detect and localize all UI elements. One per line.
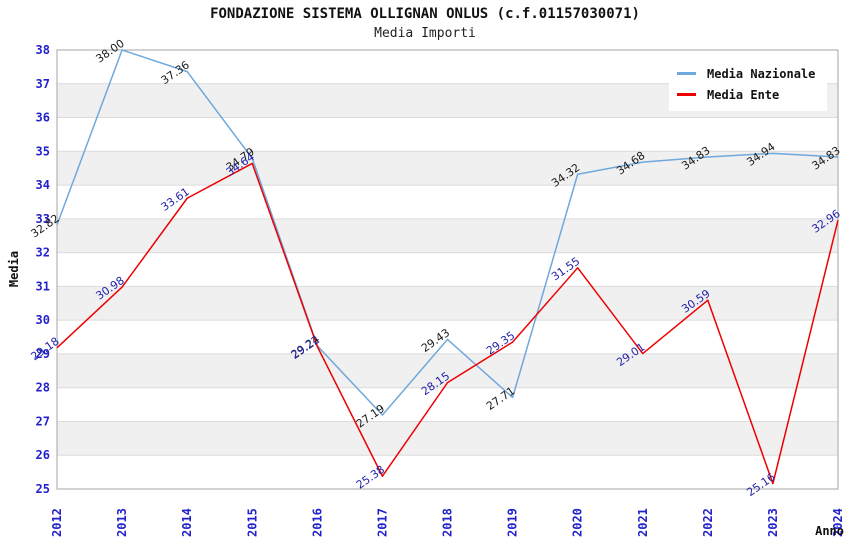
x-axis-title: Anno xyxy=(815,524,844,538)
y-tick-label: 31 xyxy=(36,279,50,293)
legend-swatch-media-nazionale xyxy=(677,72,696,75)
plot-band xyxy=(57,218,838,253)
point-label: 25.38 xyxy=(354,463,387,492)
x-tick-label: 2021 xyxy=(636,508,650,537)
y-tick-label: 29 xyxy=(36,347,50,361)
y-tick-label: 38 xyxy=(36,43,50,57)
point-label: 27.71 xyxy=(484,384,517,413)
y-tick-label: 34 xyxy=(36,178,50,192)
plot-border xyxy=(56,49,839,490)
x-tick-label: 2018 xyxy=(441,508,455,537)
y-tick-label: 37 xyxy=(36,77,50,91)
y-tick-label: 30 xyxy=(36,313,50,327)
x-tick-label: 2012 xyxy=(50,508,64,537)
x-tick-label: 2019 xyxy=(506,508,520,537)
point-label: 29.35 xyxy=(484,329,517,358)
series-line-media-ente xyxy=(56,162,839,485)
x-tick-label: 2024 xyxy=(831,508,845,537)
y-tick-label: 27 xyxy=(36,414,50,428)
y-tick-label: 35 xyxy=(36,144,50,158)
y-tick-label: 25 xyxy=(36,482,50,496)
point-label: 25.16 xyxy=(744,470,777,499)
x-tick-label: 2013 xyxy=(115,508,129,537)
y-tick-label: 33 xyxy=(36,212,50,226)
y-tick-label: 32 xyxy=(36,246,50,260)
plot-band xyxy=(57,286,838,321)
chart-title: FONDAZIONE SISTEMA OLLIGNAN ONLUS (c.f.0… xyxy=(210,6,640,22)
y-tick-label: 28 xyxy=(36,381,50,395)
legend-swatch-media-ente xyxy=(677,93,696,96)
chart-subtitle: Media Importi xyxy=(374,26,476,41)
x-tick-label: 2017 xyxy=(375,508,389,537)
y-tick-label: 36 xyxy=(36,111,50,125)
y-axis-title: Media xyxy=(7,250,21,288)
plot-band xyxy=(57,421,838,456)
x-tick-label: 2022 xyxy=(701,508,715,537)
legend-label: Media Ente xyxy=(707,87,780,102)
point-label: 37.36 xyxy=(159,58,192,87)
legend-item-media-ente: Media Ente xyxy=(677,84,815,105)
legend-item-media-nazionale: Media Nazionale xyxy=(677,63,815,84)
x-tick-label: 2020 xyxy=(571,508,585,537)
legend-label: Media Nazionale xyxy=(707,66,816,81)
x-tick-label: 2023 xyxy=(766,508,780,537)
x-tick-label: 2014 xyxy=(180,508,194,537)
x-tick-label: 2015 xyxy=(245,508,259,537)
y-tick-label: 26 xyxy=(36,448,50,462)
legend: Media Nazionale Media Ente xyxy=(669,58,828,111)
x-tick-label: 2016 xyxy=(310,508,324,537)
series-line-media-nazionale xyxy=(56,49,839,416)
